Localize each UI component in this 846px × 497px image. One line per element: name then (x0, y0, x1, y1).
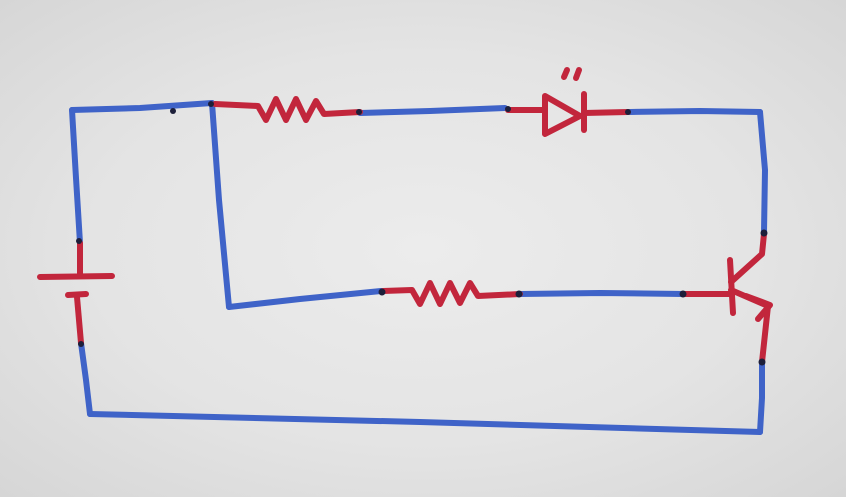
led-symbol (505, 67, 631, 137)
wire-to-lower-resistor (226, 288, 384, 310)
junction-dot (76, 238, 82, 244)
wire-left-upper (69, 107, 83, 246)
battery-symbol (37, 240, 115, 346)
wires (69, 100, 768, 435)
junction-dot (356, 109, 362, 115)
wire-led-to-corner (627, 108, 763, 115)
led-light-ray (561, 67, 570, 80)
junction-dot (758, 358, 766, 366)
wire-resistor-to-led (357, 105, 508, 116)
led-light-ray (573, 67, 582, 81)
junction-dot (505, 106, 511, 112)
junction-dot (625, 109, 631, 115)
junction-dot (679, 290, 687, 298)
resistor-top-symbol (212, 96, 363, 123)
junction-dot (78, 341, 84, 347)
wire-top-left (69, 100, 215, 113)
junction-dot (378, 288, 386, 296)
wire-branch-vertical (209, 100, 232, 310)
wire-right-upper (757, 109, 768, 235)
resistor-bottom-symbol (380, 280, 523, 307)
junction-dot (515, 290, 523, 298)
junction-dots (76, 101, 768, 366)
junction-dot (760, 229, 768, 237)
wire-resistor-to-base (517, 290, 686, 297)
transistor-symbol (681, 231, 773, 365)
junction-dot (170, 108, 176, 114)
wire-bottom (87, 411, 763, 435)
wire-left-lower (78, 340, 93, 417)
junction-dot (208, 101, 214, 107)
emitter-arrow (743, 293, 773, 322)
wire-right-lower (757, 359, 765, 435)
